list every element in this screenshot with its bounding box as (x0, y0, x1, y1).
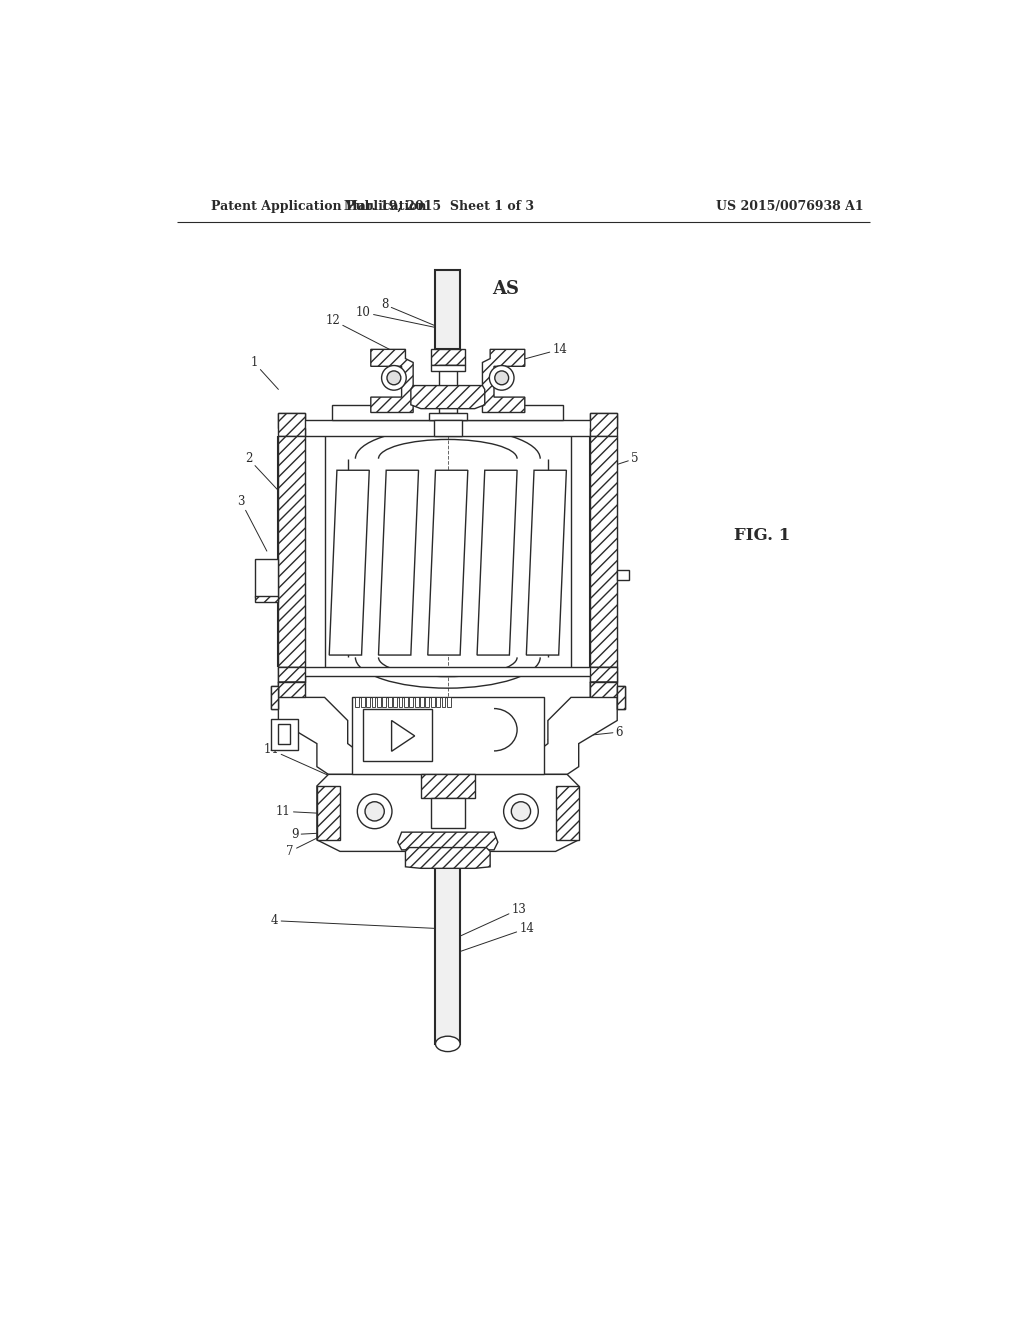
Text: 14: 14 (263, 743, 340, 780)
Polygon shape (526, 470, 566, 655)
Text: US 2015/0076938 A1: US 2015/0076938 A1 (716, 199, 863, 213)
Text: Mar. 19, 2015  Sheet 1 of 3: Mar. 19, 2015 Sheet 1 of 3 (344, 199, 534, 213)
Polygon shape (391, 721, 415, 751)
Ellipse shape (365, 801, 384, 821)
Polygon shape (316, 775, 579, 851)
Ellipse shape (504, 795, 539, 829)
Polygon shape (279, 682, 305, 697)
Bar (435, 851, 460, 1044)
Text: 14: 14 (503, 343, 567, 364)
Text: 13: 13 (460, 903, 526, 936)
Polygon shape (371, 350, 413, 412)
Polygon shape (279, 682, 617, 775)
Bar (429, 412, 467, 420)
Polygon shape (270, 686, 279, 709)
Ellipse shape (511, 801, 530, 821)
Bar (438, 388, 457, 412)
Bar (421, 775, 475, 797)
Text: 5: 5 (611, 453, 639, 466)
Polygon shape (279, 412, 617, 436)
Bar (617, 570, 629, 579)
Polygon shape (482, 350, 524, 412)
Polygon shape (590, 412, 617, 436)
Text: 11: 11 (276, 805, 386, 818)
Bar (377, 697, 381, 706)
Bar (279, 725, 290, 744)
Polygon shape (428, 470, 468, 655)
Bar (367, 697, 370, 706)
Text: 1: 1 (250, 356, 279, 389)
Text: 9: 9 (291, 828, 413, 841)
Text: 10: 10 (356, 306, 456, 331)
Polygon shape (406, 847, 490, 869)
Text: Patent Application Publication: Patent Application Publication (211, 199, 427, 213)
Polygon shape (379, 470, 419, 655)
Bar (364, 709, 432, 762)
Bar (403, 697, 408, 706)
Polygon shape (279, 667, 617, 682)
Bar (270, 686, 279, 709)
Text: 6: 6 (548, 726, 624, 739)
Ellipse shape (495, 371, 509, 385)
Bar (447, 697, 451, 706)
Bar (388, 697, 391, 706)
Bar (410, 697, 413, 706)
Bar (382, 697, 386, 706)
Bar (431, 350, 465, 364)
Text: FIG. 1: FIG. 1 (734, 527, 791, 544)
Polygon shape (556, 785, 579, 840)
Polygon shape (330, 470, 370, 655)
Ellipse shape (387, 371, 400, 385)
Bar (431, 797, 465, 829)
Text: 8: 8 (381, 298, 440, 327)
Text: 3: 3 (237, 495, 267, 552)
Bar (351, 697, 544, 775)
Bar (436, 697, 440, 706)
Bar (355, 697, 359, 706)
Text: 12: 12 (326, 314, 400, 355)
Text: 4: 4 (271, 915, 435, 928)
Bar (435, 271, 460, 350)
Bar (438, 364, 457, 388)
Bar (441, 697, 445, 706)
Polygon shape (617, 686, 625, 709)
Bar (255, 558, 279, 598)
Ellipse shape (382, 366, 407, 391)
Bar (270, 719, 298, 750)
Polygon shape (590, 682, 617, 697)
Bar (431, 697, 435, 706)
Text: 7: 7 (287, 812, 371, 858)
Polygon shape (477, 470, 517, 655)
Text: BS: BS (496, 824, 523, 841)
Ellipse shape (357, 795, 392, 829)
Polygon shape (397, 832, 498, 850)
Polygon shape (590, 667, 617, 682)
Bar (372, 697, 376, 706)
Polygon shape (279, 412, 305, 436)
Bar (333, 405, 563, 420)
Bar (420, 697, 424, 706)
Polygon shape (590, 436, 617, 667)
Bar (617, 686, 625, 709)
Text: AS: AS (493, 280, 519, 298)
Polygon shape (316, 785, 340, 840)
Bar (398, 697, 402, 706)
Bar (255, 595, 279, 602)
Bar (434, 420, 462, 436)
Bar (425, 697, 429, 706)
Bar (415, 697, 419, 706)
Text: 2: 2 (245, 453, 285, 498)
Polygon shape (279, 667, 305, 682)
Bar (393, 697, 397, 706)
Bar (431, 364, 465, 371)
Ellipse shape (489, 366, 514, 391)
Ellipse shape (435, 1036, 460, 1052)
Polygon shape (279, 436, 305, 667)
Polygon shape (411, 385, 484, 409)
Bar (360, 697, 365, 706)
Text: 14: 14 (460, 921, 535, 952)
